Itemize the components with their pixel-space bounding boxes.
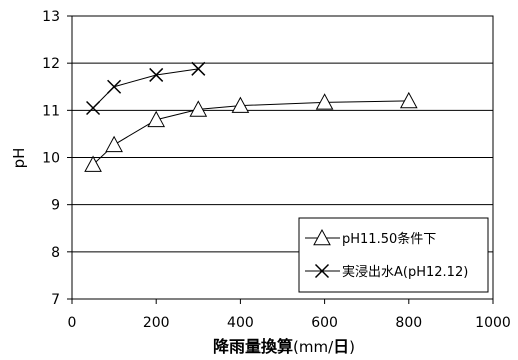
legend-x-marker xyxy=(314,263,330,279)
series-line-1 xyxy=(92,68,199,109)
x-tick-label: 1000 xyxy=(475,315,511,331)
triangle-point xyxy=(84,155,102,172)
axis-ticks: 7 8 9 10 11 12 13 0 200 400 600 800 1000 xyxy=(42,9,511,331)
triangle-point xyxy=(315,93,334,110)
x-point xyxy=(149,67,164,82)
triangle-point xyxy=(231,96,250,113)
x-axis-title-unit-open: (mm/ xyxy=(293,338,334,356)
triangle-point xyxy=(399,91,418,109)
y-tick-label: 13 xyxy=(42,9,60,25)
x-tick-label: 0 xyxy=(68,315,77,331)
y-axis-title: pH xyxy=(10,148,28,169)
x-tick-label: 800 xyxy=(395,315,422,331)
x-axis-title-unit-close: ) xyxy=(349,338,355,356)
x-point xyxy=(191,61,206,76)
x-axis-title-unit-day: 日 xyxy=(333,337,349,356)
legend-box xyxy=(298,217,489,293)
x-tick-label: 200 xyxy=(143,315,170,331)
y-tick-label: 9 xyxy=(51,198,60,214)
triangle-point xyxy=(105,135,123,153)
y-tick-label: 11 xyxy=(42,103,60,119)
legend-label: pH11.50条件下 xyxy=(342,231,436,247)
x-axis-title: 降雨量換算(mm/日) xyxy=(213,337,355,356)
x-tick-label: 600 xyxy=(311,315,338,331)
x-axis-title-main: 降雨量換算 xyxy=(213,337,293,356)
y-tick-label: 12 xyxy=(42,56,60,72)
triangle-point xyxy=(189,100,208,117)
x-point xyxy=(107,79,122,94)
y-tick-label: 10 xyxy=(42,151,60,167)
y-tick-label: 7 xyxy=(51,292,60,308)
legend-triangle-marker xyxy=(313,228,331,246)
x-point xyxy=(86,100,101,116)
y-tick-label: 8 xyxy=(51,245,60,261)
data-series xyxy=(84,61,418,172)
x-tick-label: 400 xyxy=(227,315,254,331)
legend-label: 実浸出水A(pH12.12) xyxy=(342,264,468,280)
triangle-point xyxy=(147,110,166,128)
